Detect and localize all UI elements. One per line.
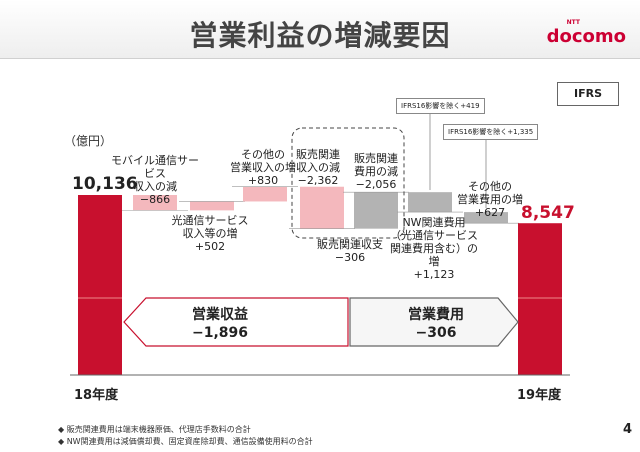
step-bar-4 xyxy=(354,192,398,229)
expense-summary: 営業費用 −306 xyxy=(386,306,486,342)
page-number: 4 xyxy=(622,422,632,437)
end-value-label: 8,547 xyxy=(521,203,575,223)
start-category-label: 18年度 xyxy=(74,388,119,403)
expense-summary-value: −306 xyxy=(415,325,457,341)
sales-balance-annotation: 販売関連収支 −306 xyxy=(300,238,400,264)
step-value-1: +502 xyxy=(194,240,226,253)
revenue-summary: 営業収益 −1,896 xyxy=(170,306,270,342)
step-label-3: 販売関連 収入の減 −2,362 xyxy=(286,148,350,187)
footnote-2: ◆ NW関連費用は減価償却費、固定資産除却費、通信設備使用料の合計 xyxy=(58,437,313,446)
step-label-5-text: NW関連費用 （光通信サービス 関連費用含む）の増 xyxy=(390,216,478,268)
step-label-4-text: 販売関連 費用の減 xyxy=(354,152,398,178)
end-bar xyxy=(518,223,562,375)
sales-group-box xyxy=(291,127,405,239)
step-label-0-text: モバイル通信サービス 収入の減 xyxy=(111,154,199,193)
step-label-1-text: 光通信サービス 収入等の増 xyxy=(171,214,249,240)
unit-label: （億円） xyxy=(64,134,113,148)
step-value-2: +830 xyxy=(247,174,279,187)
logo-prefix: NTT xyxy=(566,19,580,26)
step-value-5: +1,123 xyxy=(413,268,455,281)
step-label-2-text: その他の 営業収入の増 xyxy=(230,148,296,174)
sales-balance-value: −306 xyxy=(334,251,366,264)
sales-balance-label: 販売関連収支 xyxy=(317,238,383,251)
revenue-summary-value: −1,896 xyxy=(191,325,248,341)
footnote-1: ◆ 販売関連費用は端末機器原価、代理店手数料の合計 xyxy=(58,425,251,434)
expense-arrow xyxy=(349,297,519,347)
step-label-1: 光通信サービス 収入等の増 +502 xyxy=(170,214,250,253)
page-title: 営業利益の増減要因 xyxy=(189,19,451,52)
revenue-arrow xyxy=(123,297,349,347)
step-bar-3 xyxy=(300,186,344,229)
step-label-6: その他の 営業費用の増 +627 xyxy=(452,180,528,219)
step-bar-1 xyxy=(190,201,234,211)
step-bar-5 xyxy=(408,192,452,213)
step-label-2: その他の 営業収入の増 +830 xyxy=(226,148,300,187)
revenue-summary-label: 営業収益 xyxy=(192,307,248,323)
step-value-6: +627 xyxy=(474,206,506,219)
step-value-4: −2,056 xyxy=(355,178,397,191)
step-label-6-text: その他の 営業費用の増 xyxy=(457,180,523,206)
end-category-label: 19年度 xyxy=(517,388,562,403)
step-value-0: −866 xyxy=(139,193,171,206)
docomo-logo: docomo xyxy=(546,26,626,47)
step-bar-2 xyxy=(243,186,287,202)
title-bar: 営業利益の増減要因 NTT docomo xyxy=(0,0,640,59)
step-bar-6 xyxy=(464,212,508,224)
ifrs16-nw-note: IFRS16影響を除く+419 xyxy=(396,98,485,114)
step-label-3-text: 販売関連 収入の減 xyxy=(296,148,340,174)
step-label-4: 販売関連 費用の減 −2,056 xyxy=(344,152,408,191)
start-bar xyxy=(78,195,122,375)
step-label-5: NW関連費用 （光通信サービス 関連費用含む）の増 +1,123 xyxy=(386,216,482,281)
ifrs-tag: IFRS xyxy=(557,82,619,106)
start-value-label: 10,136 xyxy=(72,174,138,194)
step-value-3: −2,362 xyxy=(297,174,339,187)
expense-summary-label: 営業費用 xyxy=(408,307,464,323)
step-bar-0 xyxy=(133,195,177,211)
ifrs16-other-note: IFRS16影響を除く+1,335 xyxy=(443,124,539,140)
step-label-0: モバイル通信サービス 収入の減 −866 xyxy=(110,154,200,206)
